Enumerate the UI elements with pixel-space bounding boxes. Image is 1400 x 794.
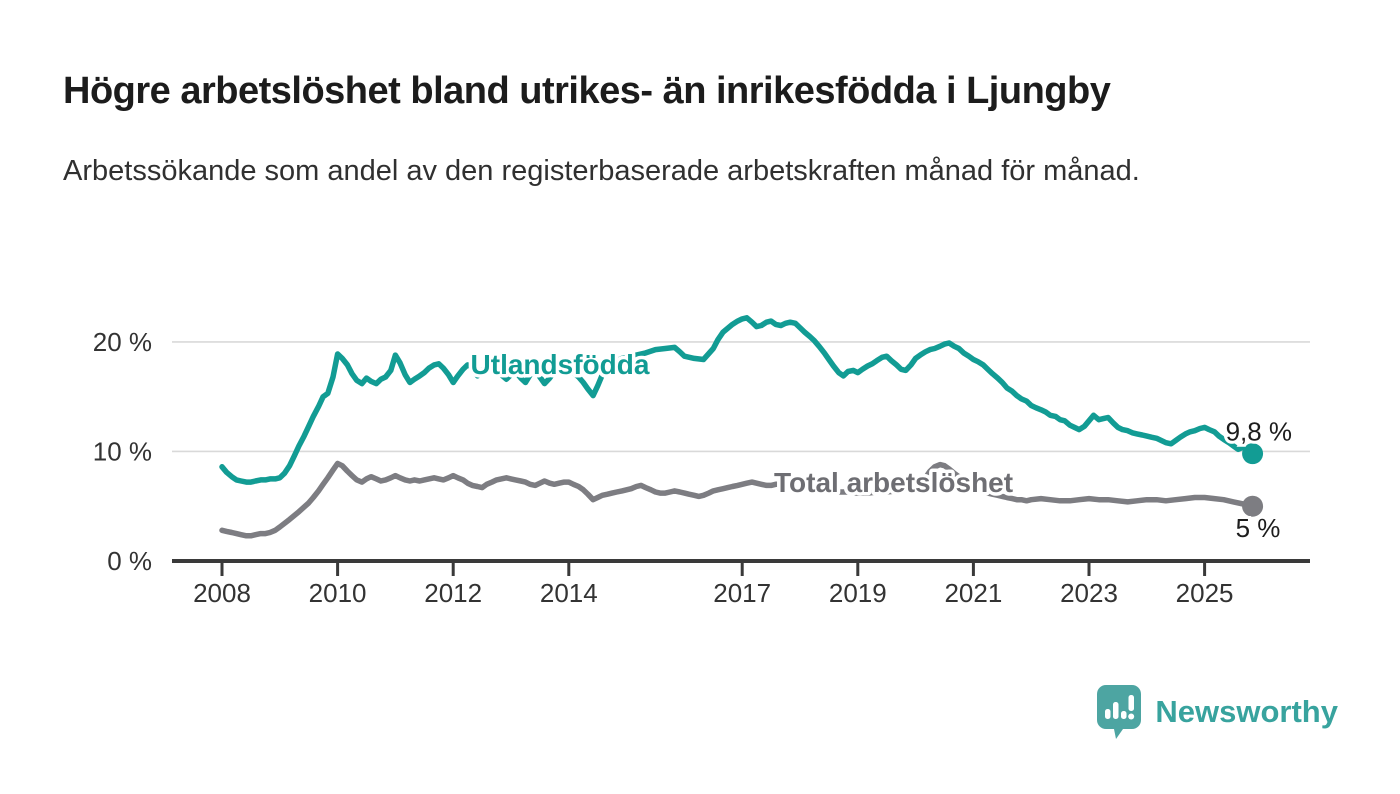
x-tick-label-2021: 2021: [944, 578, 1002, 608]
exclamation-dot: [1128, 713, 1135, 720]
end-dot-total: [1242, 495, 1264, 517]
y-tick-label-20: 20 %: [93, 327, 152, 357]
x-tick-label-2019: 2019: [829, 578, 887, 608]
series-label-total: Total arbetslöshet: [774, 467, 1013, 498]
series-line-utlandsfodda: [219, 315, 1256, 485]
brand-logo: Newsworthy: [1096, 684, 1338, 740]
bar-3: [1121, 711, 1127, 719]
x-tick-label-2012: 2012: [424, 578, 482, 608]
brand-name: Newsworthy: [1155, 694, 1338, 729]
newsworthy-logo-icon: [1097, 685, 1142, 739]
y-tick-label-10: 10 %: [93, 436, 152, 466]
page-subtitle: Arbetssökande som andel av den registerb…: [63, 155, 1140, 187]
bar-2: [1113, 702, 1119, 719]
series-label-utlandsfodda: Utlandsfödda: [471, 349, 650, 380]
x-tick-label-2010: 2010: [309, 578, 367, 608]
x-tick-label-2025: 2025: [1176, 578, 1234, 608]
exclamation-bar: [1128, 695, 1135, 711]
end-dot-utlandsfodda: [1242, 443, 1264, 465]
x-tick-label-2017: 2017: [713, 578, 771, 608]
speech-bubble-shape: [1097, 685, 1142, 739]
end-value-label-total: 5 %: [1236, 513, 1281, 543]
x-tick-label-2014: 2014: [540, 578, 598, 608]
x-tick-label-2008: 2008: [193, 578, 251, 608]
y-tick-label-0: 0 %: [107, 546, 152, 576]
end-value-label-utlandsfodda: 9,8 %: [1226, 417, 1293, 447]
series-line-total: [219, 460, 1256, 539]
bar-1: [1105, 709, 1111, 719]
page-title: Högre arbetslöshet bland utrikes- än inr…: [63, 70, 1111, 112]
x-tick-label-2023: 2023: [1060, 578, 1118, 608]
